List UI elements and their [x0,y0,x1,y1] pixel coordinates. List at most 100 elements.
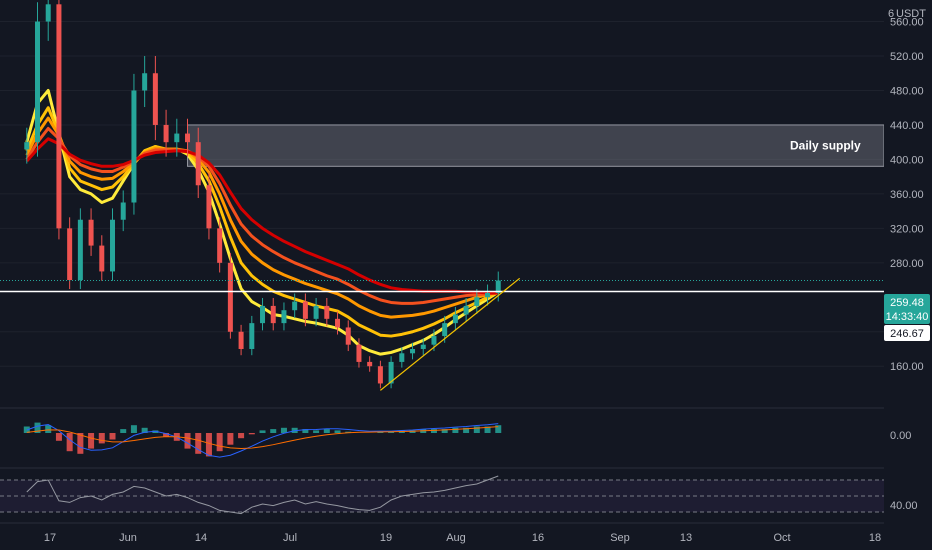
macd-histogram-bar [430,429,437,433]
macd-histogram-bar [141,427,148,433]
time-tick-label: 16 [532,532,544,544]
candle [67,217,73,290]
currency-label: USDT [896,8,926,20]
candle [399,347,405,368]
ribbon-ma-34 [25,126,499,305]
macd-histogram-bar [77,433,84,454]
price-tick-label: 360.00 [890,189,924,201]
line-price-value: 246.67 [890,328,924,340]
candlestick-series [24,0,501,389]
macd-histogram-bar [441,429,448,433]
price-tick-label: 280.00 [890,258,924,270]
macd-histogram-bar [34,422,41,433]
daily-supply-label: Daily supply [790,139,861,153]
candle [24,127,30,164]
macd-histogram-bar [98,433,105,444]
macd-histogram-bar [238,433,245,439]
daily-supply-zone[interactable] [187,124,885,167]
chart-grid [0,21,932,524]
macd-histogram-bar [184,433,191,449]
macd-pane [23,422,502,458]
macd-histogram-bar [452,427,459,433]
candle [313,297,319,327]
time-tick-label: 13 [680,532,692,544]
macd-histogram-bar [120,429,127,433]
price-tick-label: 400.00 [890,154,924,166]
price-tick-label: 160.00 [890,361,924,373]
candle [324,297,330,327]
candle [495,271,501,302]
candle [377,360,383,389]
candle [388,356,394,389]
macd-histogram-bar [259,430,266,433]
last-price-tag: 259.48 14:33:40 [884,294,930,324]
candle [249,315,255,356]
candle [185,118,191,157]
line-price-tag: 246.67 [884,325,930,341]
candle [35,2,41,157]
macd-histogram-bar [163,433,170,437]
candle [142,56,148,108]
macd-histogram-bar [88,433,95,449]
rsi-level-label: 40.00 [890,500,918,512]
ribbon-ma-13 [25,106,499,338]
candle [217,217,223,273]
time-tick-label: 17 [44,532,56,544]
macd-histogram-bar [270,429,277,433]
candle [56,0,62,240]
price-tick-label: 480.00 [890,85,924,97]
candle [420,338,426,356]
macd-histogram-bar [205,433,212,457]
macd-histogram-bar [248,433,255,435]
candle [292,293,298,318]
rsi-pane [0,475,884,515]
candle [163,109,169,157]
candle [302,293,308,327]
macd-line [26,423,499,458]
ascending-trendline[interactable] [380,277,521,391]
macd-histogram-bar [227,433,234,445]
time-tick-label: Sep [610,532,630,544]
candle [335,311,341,335]
candle [410,342,416,360]
candle [452,306,458,331]
macd-histogram-bar [323,429,330,433]
time-tick-label: Jul [283,532,297,544]
candle [367,356,373,372]
macd-zero-label: 0.00 [890,430,911,442]
candle [356,338,362,368]
macd-histogram-bar [484,426,491,433]
macd-histogram-bar [280,427,287,433]
time-tick-label: 14 [195,532,207,544]
macd-histogram-bar [45,425,52,433]
price-tick-label: 320.00 [890,223,924,235]
time-tick-label: Jun [119,532,137,544]
candle [485,284,491,306]
macd-histogram-bar [66,433,73,452]
macd-histogram-bar [334,430,341,433]
candle [227,253,233,339]
bar-countdown: 14:33:40 [886,311,929,323]
macd-histogram-bar [55,433,62,441]
last-price-value: 259.48 [890,297,924,309]
time-tick-label: 19 [380,532,392,544]
candle [77,208,83,290]
rsi-line [26,475,499,515]
candle [120,190,126,232]
macd-histogram-bar [388,431,395,433]
time-tick-label: Aug [446,532,466,544]
candle [110,208,116,281]
price-axis-panel[interactable] [884,0,932,550]
price-tick-label: 520.00 [890,51,924,63]
candle [345,320,351,352]
macd-histogram-bar [130,425,137,433]
price-tick-label: 440.00 [890,120,924,132]
macd-histogram-bar [473,426,480,433]
time-axis[interactable]: 17 Jun 14 Jul 19 Aug 16 Sep 13 Oct 18 [44,532,881,544]
macd-histogram-bar [302,429,309,433]
candle [281,302,287,331]
candle [270,297,276,331]
macd-histogram-bar [313,430,320,433]
candle [474,289,480,314]
